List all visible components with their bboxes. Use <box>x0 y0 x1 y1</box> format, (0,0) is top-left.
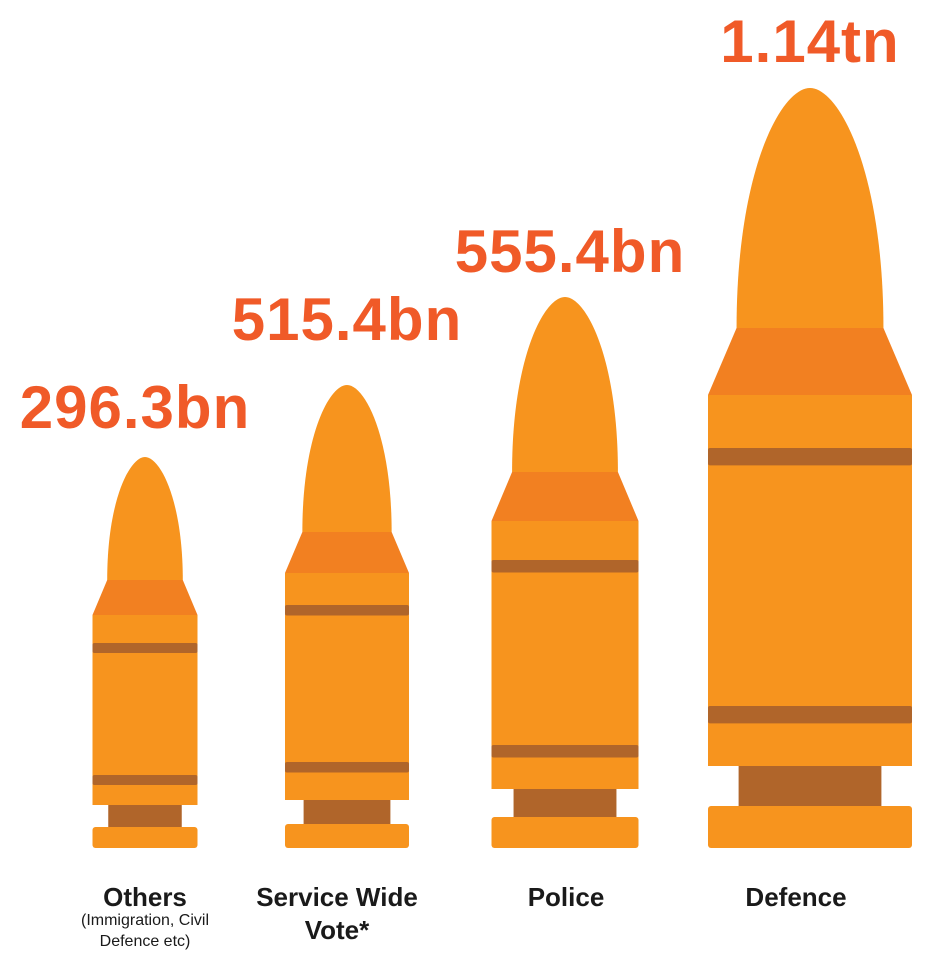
bullet-defence <box>708 88 912 848</box>
category-note-others: (Immigration, Civil Defence etc) <box>80 912 209 950</box>
bullet-service-wide-vote <box>285 385 409 848</box>
value-label-police: 555.4bn <box>454 218 686 285</box>
bullet-tip <box>512 297 618 472</box>
bullet-band-upper <box>491 560 639 573</box>
bullet-rim <box>285 824 409 848</box>
bullet-band-lower <box>491 745 639 758</box>
bullet-tip <box>107 457 183 580</box>
bullet-police <box>491 297 639 848</box>
category-label-others: Others <box>103 882 187 912</box>
value-label-service-wide-vote: 515.4bn <box>231 286 463 353</box>
bullet-others <box>92 457 198 848</box>
bullet-band-lower <box>708 706 912 724</box>
bullet-rim <box>491 817 639 848</box>
value-label-others: 296.3bn <box>19 374 251 441</box>
bullet-neck <box>303 800 391 824</box>
bullet-neck <box>108 805 182 827</box>
bullet-rim <box>92 827 198 848</box>
category-label-police: Police <box>527 882 605 912</box>
bullet-shoulder <box>285 532 409 573</box>
value-label-defence: 1.14tn <box>720 8 900 75</box>
bullet-band-lower <box>92 775 198 785</box>
bullet-rim <box>708 806 912 848</box>
category-label-service-wide-vote: Service Wide Vote* <box>256 882 418 945</box>
bullet-band-lower <box>285 762 409 773</box>
category-label-defence: Defence <box>745 882 847 912</box>
bullet-neck <box>513 789 617 817</box>
bullet-band-upper <box>708 448 912 466</box>
bullet-neck <box>738 766 882 806</box>
bullet-shoulder <box>491 472 639 521</box>
bullet-shoulder <box>92 580 198 615</box>
bullet-band-upper <box>285 605 409 616</box>
bullet-band-upper <box>92 643 198 653</box>
bullet-shoulder <box>708 328 912 395</box>
bullet-tip <box>736 88 884 328</box>
bullet-tip <box>302 385 392 532</box>
